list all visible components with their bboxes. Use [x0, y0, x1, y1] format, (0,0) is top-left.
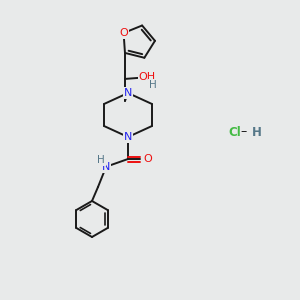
- Text: N: N: [124, 88, 132, 98]
- Text: N: N: [102, 162, 110, 172]
- Text: O: O: [119, 28, 128, 38]
- Text: OH: OH: [138, 72, 155, 82]
- Text: H: H: [97, 155, 105, 165]
- Text: Cl: Cl: [228, 125, 241, 139]
- Text: N: N: [124, 132, 132, 142]
- Text: –: –: [241, 125, 247, 139]
- Text: H: H: [252, 125, 262, 139]
- Text: H: H: [149, 80, 157, 90]
- Text: O: O: [144, 154, 152, 164]
